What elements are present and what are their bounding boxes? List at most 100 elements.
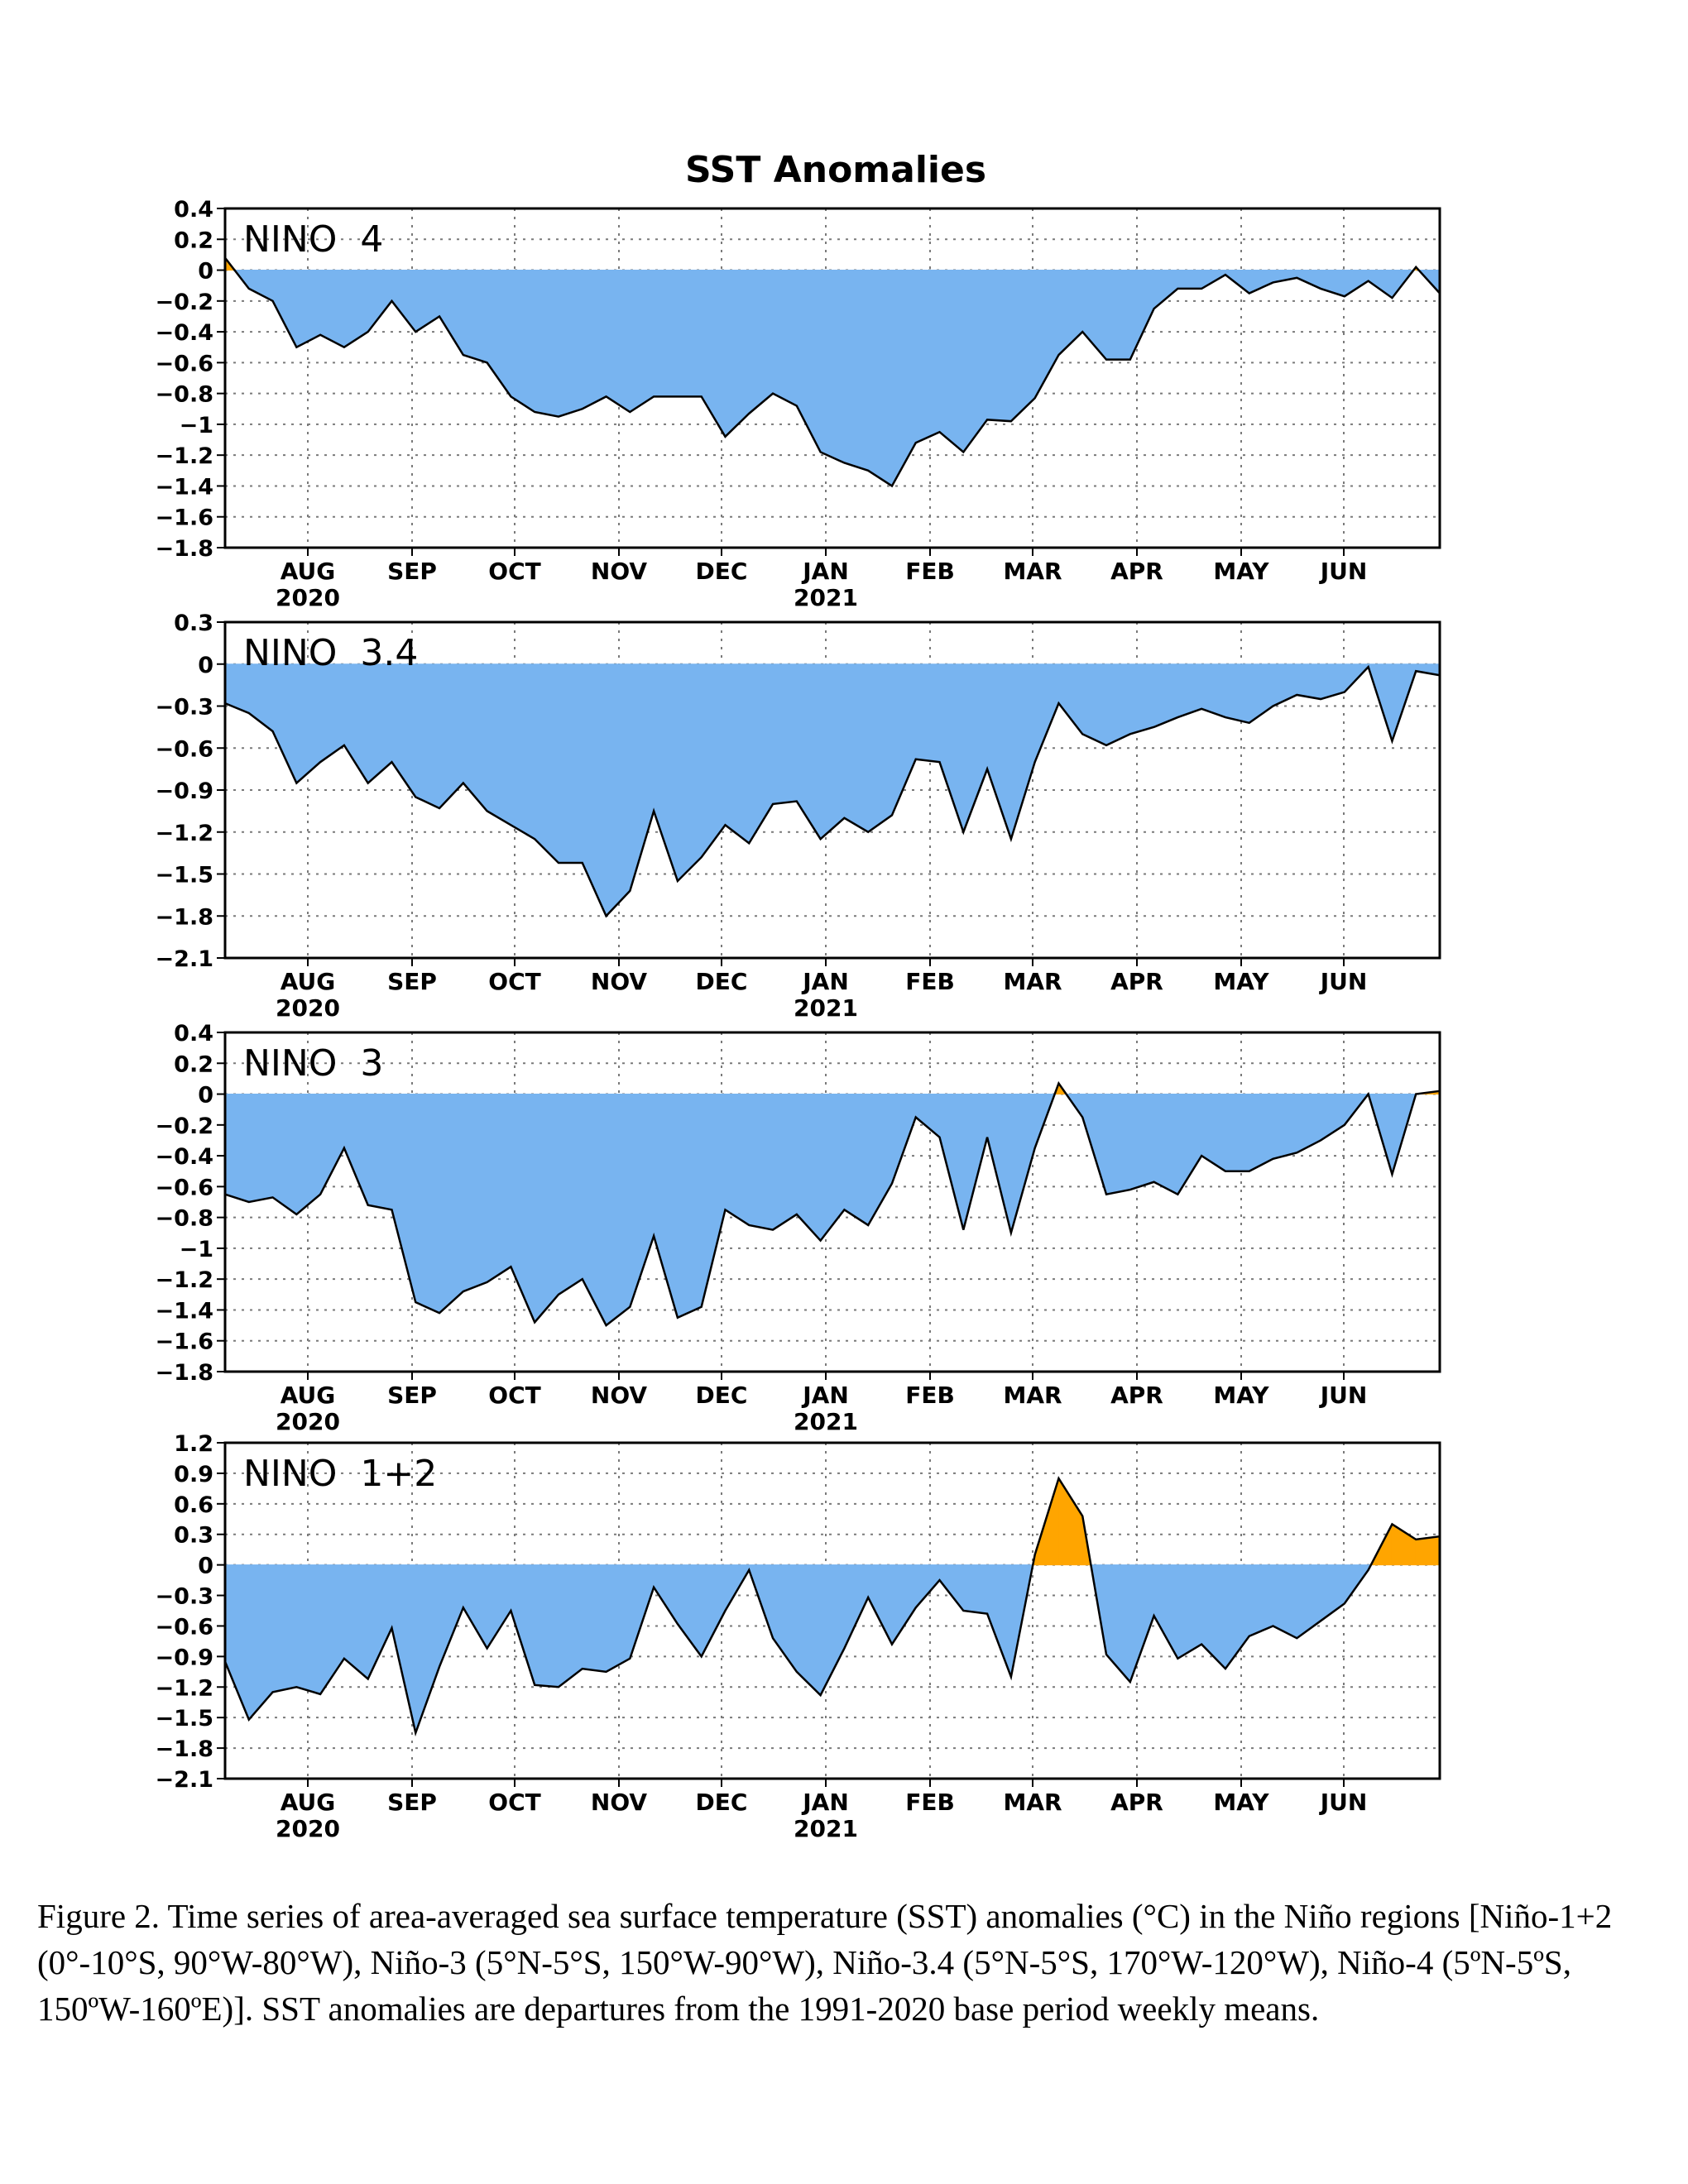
year-label: 2021 <box>794 994 858 1022</box>
y-tick-label: −0.6 <box>156 1614 213 1640</box>
x-tick-label: AUG <box>281 1382 336 1409</box>
panels: 0.4 0.2 0 −0.2 −0.4 −0.6 −0.8 −1 −1.2 −1.4 −1.6 −1.… <box>156 197 1441 1842</box>
y-tick-label: −1.2 <box>156 1267 213 1293</box>
x-tick-label: MAY <box>1213 1382 1269 1409</box>
plot-frame <box>223 1441 1441 1780</box>
x-tick-label: DEC <box>696 558 748 585</box>
x-tick-label: NOV <box>591 1382 647 1409</box>
panel-1: 0.3 0 −0.3 −0.6 −0.9 −1.2 −1.5 −1.8 −2.1 AUG SEP OC… <box>156 611 1441 1022</box>
y-tick-label: −0.8 <box>156 1206 213 1232</box>
plot-frame <box>223 207 1441 549</box>
panel-3: 1.2 0.9 0.6 0.3 0 −0.3 −0.6 −0.9 −1.2 −1.5 −1.8 −2.… <box>156 1431 1441 1842</box>
negative-anomaly-area <box>233 270 1441 487</box>
x-tick-label: JUN <box>1319 968 1368 995</box>
y-tick-label: −1.8 <box>156 536 213 562</box>
positive-anomaly-area <box>224 256 1420 271</box>
positive-anomaly-area <box>1053 1081 1441 1095</box>
y-tick-label: 0 <box>198 1554 213 1579</box>
year-label: 2021 <box>794 1815 858 1842</box>
y-tick-label: −0.4 <box>156 1144 213 1170</box>
x-tick-label: FEB <box>905 558 955 585</box>
plot-frame <box>223 1031 1441 1373</box>
y-tick-label: 0.2 <box>174 228 213 253</box>
x-tick-label: JUN <box>1319 1382 1368 1409</box>
x-tick-label: OCT <box>488 968 540 995</box>
x-tick-label: JAN <box>801 558 849 585</box>
y-tick-label: 0.3 <box>174 611 213 636</box>
y-tick-label: −1.2 <box>156 821 213 846</box>
y-tick-label: 0.4 <box>174 197 213 223</box>
y-tick-label: −1.8 <box>156 1360 213 1386</box>
y-tick-label: −0.3 <box>156 1584 213 1610</box>
x-tick-label: JUN <box>1319 558 1368 585</box>
y-tick-label: 0.3 <box>174 1523 213 1549</box>
x-tick-label: JAN <box>801 968 849 995</box>
x-tick-label: SEP <box>387 1382 437 1409</box>
y-tick-label: −1.6 <box>156 1329 213 1355</box>
x-tick-label: FEB <box>905 1789 955 1816</box>
y-tick-label: −0.4 <box>156 320 213 346</box>
x-tick-label: MAR <box>1003 968 1062 995</box>
y-tick-label: −1.2 <box>156 443 213 469</box>
region-label: NINO 1+2 <box>243 1453 437 1495</box>
x-tick-label: FEB <box>905 1382 955 1409</box>
y-tick-label: 1.2 <box>174 1431 213 1457</box>
x-tick-label: DEC <box>696 968 748 995</box>
y-tick-label: −0.2 <box>156 1114 213 1139</box>
y-tick-label: −1.6 <box>156 505 213 531</box>
y-tick-label: −1.8 <box>156 904 213 930</box>
y-tick-label: 0.6 <box>174 1492 213 1518</box>
y-tick-label: −0.3 <box>156 695 213 721</box>
x-tick-label: APR <box>1110 1789 1163 1816</box>
y-tick-label: 0.9 <box>174 1462 213 1487</box>
x-tick-label: FEB <box>905 968 955 995</box>
x-tick-label: OCT <box>488 1382 540 1409</box>
x-tick-label: NOV <box>591 1789 647 1816</box>
x-tick-label: MAY <box>1213 968 1269 995</box>
year-label: 2020 <box>276 1815 340 1842</box>
y-tick-label: −0.9 <box>156 1645 213 1670</box>
x-tick-label: DEC <box>696 1382 748 1409</box>
y-tick-label: 0 <box>198 259 213 285</box>
sst-anomalies-figure: SST Anomalies 0.4 0.2 0 −0.2 −0.4 −0.6 −0.8 −1 −… <box>156 149 1441 1842</box>
x-tick-label: MAR <box>1003 1382 1062 1409</box>
year-label: 2020 <box>276 584 340 611</box>
region-label: NINO 3.4 <box>243 632 418 674</box>
x-tick-label: JUN <box>1319 1789 1368 1816</box>
y-tick-label: −1.8 <box>156 1736 213 1762</box>
x-tick-label: OCT <box>488 1789 540 1816</box>
x-tick-label: JAN <box>801 1382 849 1409</box>
y-tick-label: 0 <box>198 653 213 678</box>
y-tick-label: −1.2 <box>156 1675 213 1701</box>
y-tick-label: −1.5 <box>156 1706 213 1731</box>
x-tick-label: MAY <box>1213 1789 1269 1816</box>
figure-caption: Figure 2. Time series of area-averaged s… <box>37 1897 1613 2028</box>
x-tick-label: NOV <box>591 558 647 585</box>
x-tick-label: MAR <box>1003 1789 1062 1816</box>
panel-2: 0.4 0.2 0 −0.2 −0.4 −0.6 −0.8 −1 −1.2 −1.4 −1.6 −1.… <box>156 1021 1441 1435</box>
y-tick-label: −0.6 <box>156 1175 213 1200</box>
year-label: 2020 <box>276 994 340 1022</box>
year-label: 2021 <box>794 1408 858 1435</box>
y-tick-label: −2.1 <box>156 1767 213 1793</box>
anomaly-line <box>223 1476 1441 1737</box>
y-tick-label: −1 <box>180 413 213 438</box>
y-tick-label: −0.2 <box>156 290 213 315</box>
x-tick-label: AUG <box>281 558 336 585</box>
anomaly-line <box>224 256 1441 488</box>
x-tick-label: DEC <box>696 1789 748 1816</box>
x-tick-label: APR <box>1110 558 1163 585</box>
y-tick-label: −1.5 <box>156 863 213 888</box>
year-label: 2020 <box>276 1408 340 1435</box>
y-tick-label: −0.6 <box>156 351 213 376</box>
y-tick-label: −0.9 <box>156 778 213 804</box>
panel-0: 0.4 0.2 0 −0.2 −0.4 −0.6 −0.8 −1 −1.2 −1.4 −1.6 −1.… <box>156 197 1441 611</box>
region-label: NINO 4 <box>243 218 383 261</box>
x-tick-label: AUG <box>281 1789 336 1816</box>
x-tick-label: AUG <box>281 968 336 995</box>
y-tick-label: 0.4 <box>174 1021 213 1046</box>
x-tick-label: OCT <box>488 558 540 585</box>
y-tick-label: 0 <box>198 1083 213 1109</box>
region-label: NINO 3 <box>243 1042 383 1085</box>
anomaly-line <box>224 1080 1441 1328</box>
